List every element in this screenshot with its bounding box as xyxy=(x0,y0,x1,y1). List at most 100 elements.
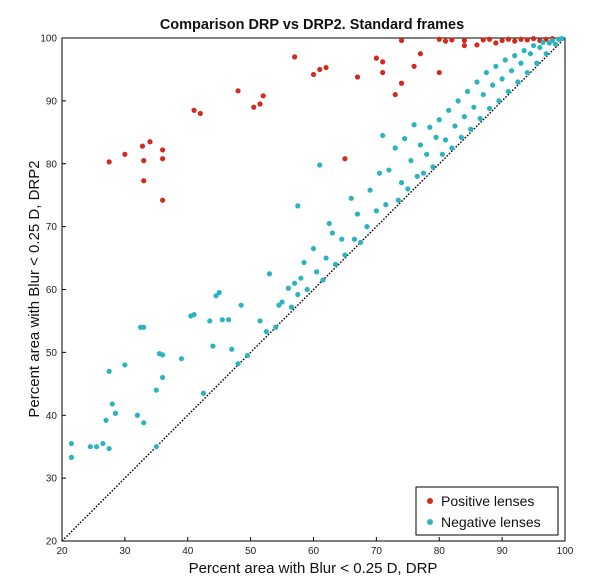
data-point-negative-lenses xyxy=(486,105,493,112)
data-points xyxy=(68,36,565,460)
data-point-negative-lenses xyxy=(471,104,477,110)
data-point-negative-lenses xyxy=(398,180,405,186)
data-point-positive-lenses xyxy=(310,71,317,78)
y-tick-label: 70 xyxy=(46,222,58,233)
data-point-negative-lenses xyxy=(326,220,332,227)
data-point-negative-lenses xyxy=(295,203,301,209)
data-point-negative-lenses xyxy=(103,417,109,423)
data-point-negative-lenses xyxy=(141,420,147,426)
data-point-negative-lenses xyxy=(521,47,527,54)
data-point-positive-lenses xyxy=(436,36,442,42)
data-point-negative-lenses xyxy=(273,324,279,330)
data-point-negative-lenses xyxy=(496,98,502,104)
data-point-negative-lenses xyxy=(332,261,339,267)
y-tick-label: 100 xyxy=(40,34,57,45)
data-point-positive-lenses xyxy=(524,37,530,43)
data-point-negative-lenses xyxy=(141,324,147,330)
y-tick-label: 90 xyxy=(46,96,58,107)
data-point-negative-lenses xyxy=(216,290,222,296)
data-point-negative-lenses xyxy=(534,60,540,66)
data-point-negative-lenses xyxy=(288,304,295,310)
data-point-negative-lenses xyxy=(298,275,304,281)
data-point-negative-lenses xyxy=(93,444,100,450)
data-point-positive-lenses xyxy=(380,69,386,76)
data-point-negative-lenses xyxy=(317,162,323,168)
data-point-positive-lenses xyxy=(260,93,266,99)
data-point-negative-lenses xyxy=(552,41,559,47)
data-point-negative-lenses xyxy=(285,285,291,291)
y-tick-label: 30 xyxy=(46,474,58,485)
data-point-positive-lenses xyxy=(292,54,298,60)
data-point-positive-lenses xyxy=(474,42,480,48)
data-point-positive-lenses xyxy=(373,55,379,61)
reference-diagonal-line xyxy=(61,37,566,542)
chart-legend: Positive lenses Negative lenses xyxy=(415,486,559,536)
data-point-negative-lenses xyxy=(109,401,115,407)
y-tick-label: 50 xyxy=(46,348,58,359)
data-point-positive-lenses xyxy=(160,197,166,203)
data-point-negative-lenses xyxy=(446,107,452,113)
data-point-negative-lenses xyxy=(342,252,348,258)
data-point-negative-lenses xyxy=(213,293,219,299)
data-point-negative-lenses xyxy=(408,158,414,164)
data-point-positive-lenses xyxy=(147,139,153,145)
x-axis-label: Percent area with Blur < 0.25 D, DRP xyxy=(189,560,438,577)
data-point-negative-lenses xyxy=(87,444,93,450)
data-point-negative-lenses xyxy=(512,53,518,59)
data-point-positive-lenses xyxy=(139,143,146,149)
data-point-negative-lenses xyxy=(505,88,512,95)
data-point-positive-lenses xyxy=(518,36,524,42)
data-point-negative-lenses xyxy=(358,239,364,245)
data-point-negative-lenses xyxy=(207,318,213,324)
data-point-negative-lenses xyxy=(417,142,423,148)
data-point-positive-lenses xyxy=(122,151,128,157)
data-point-negative-lenses xyxy=(402,136,408,142)
x-tick-label: 30 xyxy=(119,546,131,557)
data-point-negative-lenses xyxy=(524,69,530,76)
data-point-negative-lenses xyxy=(433,134,439,140)
y-axis: 20 30 40 50 60 70 80 90 100 xyxy=(40,34,66,548)
data-point-positive-lenses xyxy=(380,59,386,65)
data-point-positive-lenses xyxy=(398,80,405,86)
x-tick-label: 20 xyxy=(56,546,68,557)
data-point-positive-lenses xyxy=(106,159,112,165)
x-tick-label: 80 xyxy=(434,546,446,557)
data-point-positive-lenses xyxy=(411,63,417,69)
data-point-negative-lenses xyxy=(373,208,379,214)
data-point-negative-lenses xyxy=(320,277,326,283)
data-point-positive-lenses xyxy=(141,158,147,164)
data-point-positive-lenses xyxy=(317,66,323,73)
data-point-positive-lenses xyxy=(191,107,197,113)
y-tick-label: 40 xyxy=(46,411,58,422)
data-point-negative-lenses xyxy=(100,440,106,447)
data-point-negative-lenses xyxy=(292,280,298,286)
data-point-negative-lenses xyxy=(279,299,285,305)
data-point-negative-lenses xyxy=(295,291,301,298)
data-point-negative-lenses xyxy=(518,60,524,66)
data-point-negative-lenses xyxy=(530,42,537,49)
data-point-negative-lenses xyxy=(420,170,427,176)
y-tick-label: 80 xyxy=(46,159,58,170)
data-point-negative-lenses xyxy=(68,440,75,447)
data-point-positive-lenses xyxy=(323,64,329,71)
data-point-negative-lenses xyxy=(348,195,354,201)
data-point-negative-lenses xyxy=(499,76,505,82)
data-point-negative-lenses xyxy=(304,286,310,293)
data-point-negative-lenses xyxy=(257,318,263,324)
data-point-negative-lenses xyxy=(153,444,159,450)
data-point-positive-lenses xyxy=(342,156,348,162)
data-point-positive-lenses xyxy=(461,37,467,44)
data-point-negative-lenses xyxy=(263,329,269,335)
data-point-positive-lenses xyxy=(398,37,405,44)
data-point-positive-lenses xyxy=(442,38,449,44)
data-point-negative-lenses xyxy=(112,410,119,416)
data-point-negative-lenses xyxy=(380,132,386,139)
data-point-negative-lenses xyxy=(549,37,556,44)
data-point-negative-lenses xyxy=(266,271,273,277)
data-point-negative-lenses xyxy=(329,230,335,236)
data-point-negative-lenses xyxy=(490,82,496,88)
data-point-negative-lenses xyxy=(452,123,458,129)
data-point-negative-lenses xyxy=(483,69,490,76)
data-point-negative-lenses xyxy=(226,317,232,323)
